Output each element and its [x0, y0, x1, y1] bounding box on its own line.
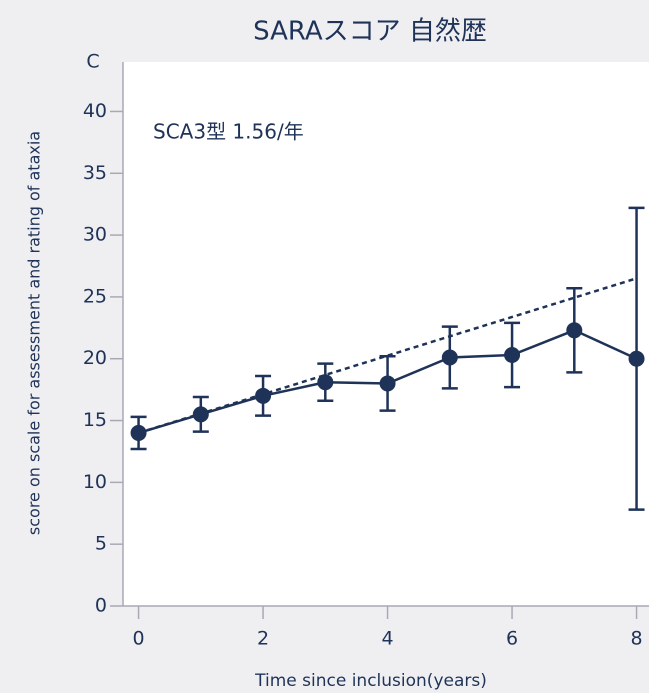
y-tick-label: 5 [95, 533, 107, 555]
panel-label: C [86, 51, 99, 73]
y-tick-label: 25 [83, 285, 107, 307]
x-tick-label: 8 [631, 628, 643, 650]
y-tick-label: 20 [83, 347, 107, 369]
y-tick-label: 0 [95, 595, 107, 617]
data-point [441, 349, 458, 366]
data-point [628, 350, 645, 367]
plot-area [123, 62, 649, 606]
y-tick-label: 40 [83, 100, 107, 122]
x-tick-label: 0 [133, 628, 145, 650]
y-tick-label: 35 [83, 162, 107, 184]
data-point [317, 374, 334, 391]
x-tick-label: 4 [382, 628, 394, 650]
y-axis-label: score on scale for assessment and rating… [25, 131, 44, 535]
data-point [504, 347, 521, 364]
data-point [379, 375, 396, 392]
y-tick-label: 15 [83, 409, 107, 431]
x-tick-label: 6 [506, 628, 518, 650]
annotation: SCA3型 1.56/年 [153, 120, 304, 144]
chart-title: SARAスコア 自然歴 [253, 17, 487, 47]
x-axis-label: Time since inclusion(years) [254, 671, 487, 691]
data-point [255, 387, 272, 404]
y-tick-label: 10 [83, 471, 107, 493]
trend-line [138, 277, 637, 435]
x-tick-label: 2 [257, 628, 269, 650]
y-tick-label: 30 [83, 224, 107, 246]
data-point [566, 322, 583, 339]
